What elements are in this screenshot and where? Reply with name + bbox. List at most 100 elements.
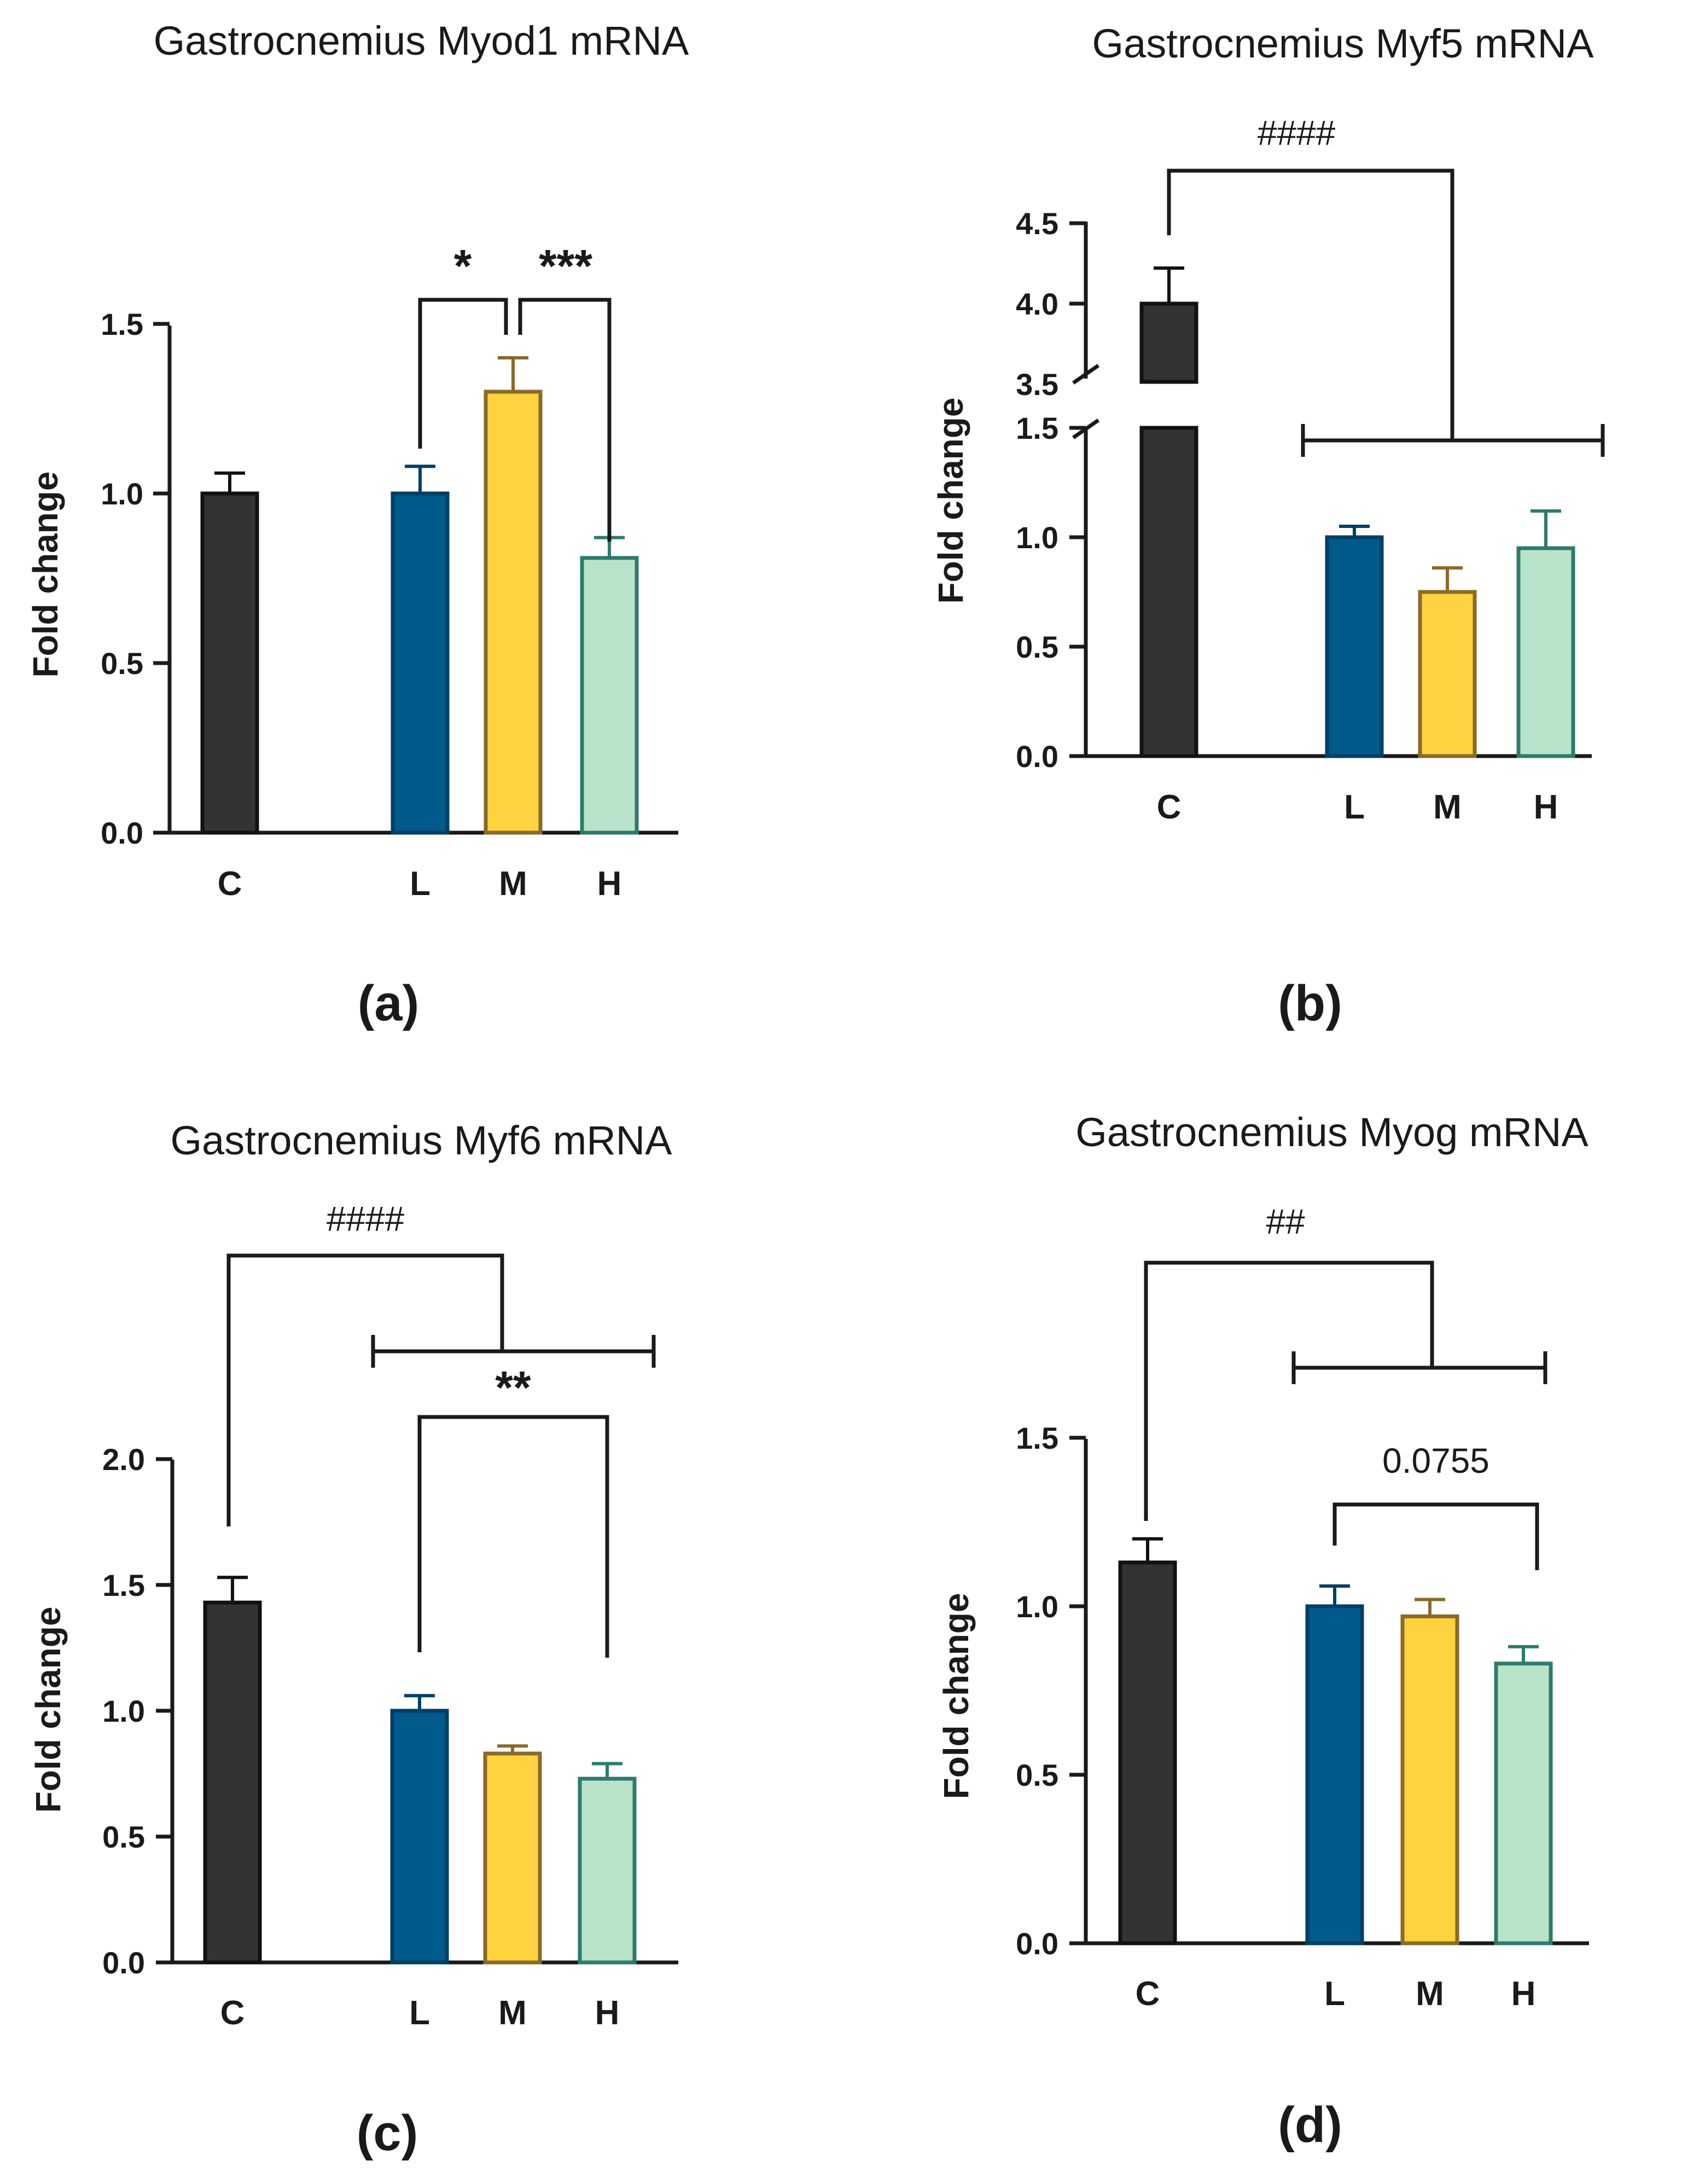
panel-b-bar-c-upper <box>1139 301 1198 384</box>
panel-b-sig-c-group: #### <box>1258 113 1336 153</box>
panel-b: Gastrocnemius Myf5 mRNA Fold change 0.0 … <box>931 21 1605 1031</box>
panel-a-bar-m <box>484 390 543 835</box>
panel-d-error-c <box>1132 1537 1163 1563</box>
panel-d-x-labels: C L M H <box>1136 1975 1536 2013</box>
panel-c-significance: #### ** <box>226 1199 656 1658</box>
panel-a-x-labels: C L M H <box>218 865 622 903</box>
panel-a-error-m <box>498 356 528 392</box>
panel-a-bars <box>200 356 639 835</box>
panel-c-x-label-c: C <box>220 1994 245 2032</box>
panel-b-tick-label: 0.0 <box>1016 739 1058 774</box>
panel-b-label: (b) <box>1278 975 1342 1031</box>
panel-d-y-label: Fold change <box>936 1593 976 1799</box>
panel-b-tick-label: 4.5 <box>1016 206 1058 241</box>
panel-a: Gastrocnemius Myod1 mRNA Fold change 0.0… <box>26 18 689 1031</box>
panel-b-x-label-l: L <box>1344 788 1365 826</box>
panel-b-tick-label: 3.5 <box>1016 367 1058 402</box>
panel-b-error-h <box>1531 509 1561 548</box>
panel-b-tick-label: 1.0 <box>1016 520 1058 555</box>
panel-d-tick-label: 0.0 <box>1016 1926 1058 1961</box>
panel-d-sig-l-h: 0.0755 <box>1382 1441 1489 1480</box>
panel-b-tick-label: 0.5 <box>1016 630 1058 664</box>
panel-a-error-c <box>214 471 245 493</box>
panel-b-tick-label: 4.0 <box>1016 287 1058 321</box>
panel-a-y-label: Fold change <box>26 472 65 678</box>
panel-a-bar-c <box>200 491 259 835</box>
panel-a-bar-h <box>580 556 639 835</box>
panel-a-y-ticks: 0.0 0.5 1.0 1.5 <box>101 307 170 850</box>
panel-a-x-label-l: L <box>410 865 430 903</box>
panel-a-tick-label: 0.0 <box>101 816 143 850</box>
panel-c: Gastrocnemius Myf6 mRNA Fold change 0.0 … <box>28 1118 678 2161</box>
panel-b-bar-m <box>1418 590 1477 758</box>
panel-b-y-ticks: 0.0 0.5 1.0 1.5 3.5 4.0 4.5 <box>1016 206 1086 774</box>
panel-b-title: Gastrocnemius Myf5 mRNA <box>1092 21 1595 66</box>
panel-d-x-label-m: M <box>1416 1975 1444 2013</box>
panel-d-error-l <box>1319 1584 1350 1606</box>
panel-d-bracket-c-group <box>1144 1261 1434 1521</box>
panel-c-tick-label: 0.0 <box>102 1945 145 1980</box>
panel-c-bar-l <box>390 1709 449 1965</box>
panel-c-y-label: Fold change <box>28 1607 68 1813</box>
panel-a-x-label-h: H <box>597 865 622 903</box>
panel-c-error-c <box>217 1576 248 1603</box>
panel-b-x-labels: C L M H <box>1157 788 1558 826</box>
panel-a-significance: * *** <box>418 240 612 542</box>
panel-b-axis-break-upper <box>1072 364 1099 385</box>
panel-b-error-m <box>1432 566 1463 592</box>
panel-c-x-label-m: M <box>498 1994 527 2032</box>
panel-a-title: Gastrocnemius Myod1 mRNA <box>154 18 689 63</box>
panel-b-significance: #### <box>1167 113 1605 457</box>
panel-c-x-labels: C L M H <box>220 1994 620 2032</box>
panel-b-error-l <box>1339 525 1370 537</box>
panel-a-error-l <box>405 464 435 493</box>
panel-d-tick-label: 1.5 <box>1016 1421 1058 1455</box>
panel-c-tick-label: 0.5 <box>102 1820 145 1854</box>
panel-c-error-h <box>592 1762 622 1779</box>
panel-d-bar-l <box>1305 1604 1364 1945</box>
panel-a-bar-l <box>391 491 450 835</box>
panel-c-bar-c <box>203 1600 262 1965</box>
panel-c-tick-label: 1.5 <box>102 1568 145 1602</box>
panel-a-sig-l-m: * <box>454 240 472 292</box>
panel-a-label: (a) <box>358 975 419 1031</box>
panel-d-bars <box>1118 1537 1553 1945</box>
panel-c-label: (c) <box>357 2105 418 2161</box>
panel-c-error-m <box>497 1744 528 1754</box>
panel-a-x-label-m: M <box>499 865 527 903</box>
panel-c-bracket-l-h <box>417 1415 609 1658</box>
panel-c-bracket-c-group <box>226 1253 504 1526</box>
panel-b-bracket-c-group <box>1167 169 1454 440</box>
panel-b-x-label-c: C <box>1157 788 1182 826</box>
panel-c-tick-label: 1.0 <box>102 1694 145 1728</box>
panel-a-tick-label: 1.0 <box>101 477 143 511</box>
panel-d-y-ticks: 0.0 0.5 1.0 1.5 <box>1016 1421 1086 1961</box>
panel-d: Gastrocnemius Myog mRNA Fold change 0.0 … <box>936 1110 1589 2153</box>
panel-d-sig-c-group: ## <box>1266 1202 1305 1241</box>
panel-b-bar-h <box>1516 546 1575 758</box>
panel-b-x-label-h: H <box>1534 788 1558 826</box>
panel-c-tick-label: 2.0 <box>102 1442 145 1477</box>
panel-d-tick-label: 1.0 <box>1016 1589 1058 1624</box>
panel-d-error-h <box>1508 1645 1539 1664</box>
panel-d-bar-c <box>1118 1560 1177 1945</box>
panel-b-y-label: Fold change <box>931 398 970 604</box>
panel-c-x-label-l: L <box>409 1994 430 2032</box>
panel-b-bar-c-lower <box>1139 426 1198 758</box>
panel-a-bracket-m-h <box>518 298 612 542</box>
panel-a-x-label-c: C <box>218 865 242 903</box>
panel-b-x-label-m: M <box>1433 788 1462 826</box>
panel-d-error-m <box>1415 1598 1445 1617</box>
panel-d-tick-label: 0.5 <box>1016 1758 1058 1792</box>
panel-d-x-label-h: H <box>1511 1975 1536 2013</box>
panel-c-title: Gastrocnemius Myf6 mRNA <box>171 1118 673 1163</box>
panel-c-y-ticks: 0.0 0.5 1.0 1.5 2.0 <box>102 1442 172 1980</box>
panel-a-sig-m-h: *** <box>539 240 592 292</box>
panel-a-bracket-l-m <box>418 298 508 449</box>
panel-d-bracket-l-h <box>1332 1502 1539 1570</box>
panel-d-bar-m <box>1400 1614 1459 1945</box>
panel-d-x-label-l: L <box>1324 1975 1345 2013</box>
panel-d-x-label-c: C <box>1136 1975 1160 2013</box>
panel-a-tick-label: 1.5 <box>101 307 143 341</box>
